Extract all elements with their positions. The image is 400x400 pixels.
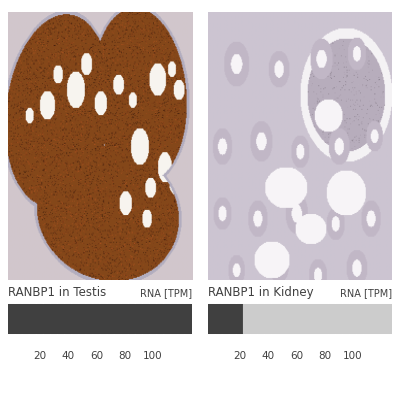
FancyBboxPatch shape: [278, 304, 286, 334]
FancyBboxPatch shape: [222, 304, 230, 334]
FancyBboxPatch shape: [170, 304, 178, 334]
FancyBboxPatch shape: [36, 304, 44, 334]
FancyBboxPatch shape: [121, 304, 129, 334]
Text: RANBP1 in Kidney: RANBP1 in Kidney: [208, 286, 314, 299]
FancyBboxPatch shape: [50, 304, 58, 334]
Text: 20: 20: [33, 351, 46, 361]
FancyBboxPatch shape: [307, 304, 315, 334]
Text: 20: 20: [233, 351, 246, 361]
FancyBboxPatch shape: [22, 304, 30, 334]
FancyBboxPatch shape: [64, 304, 72, 334]
FancyBboxPatch shape: [163, 304, 171, 334]
FancyBboxPatch shape: [349, 304, 357, 334]
Text: RANBP1 in Testis: RANBP1 in Testis: [8, 286, 106, 299]
Text: 40: 40: [62, 351, 75, 361]
FancyBboxPatch shape: [250, 304, 258, 334]
FancyBboxPatch shape: [128, 304, 136, 334]
FancyBboxPatch shape: [342, 304, 350, 334]
Text: RNA [TPM]: RNA [TPM]: [340, 288, 392, 298]
FancyBboxPatch shape: [215, 304, 223, 334]
FancyBboxPatch shape: [114, 304, 122, 334]
Text: 80: 80: [318, 351, 331, 361]
FancyBboxPatch shape: [236, 304, 244, 334]
FancyBboxPatch shape: [15, 304, 23, 334]
FancyBboxPatch shape: [156, 304, 164, 334]
FancyBboxPatch shape: [300, 304, 308, 334]
Text: 80: 80: [118, 351, 131, 361]
FancyBboxPatch shape: [377, 304, 385, 334]
Text: 60: 60: [290, 351, 303, 361]
FancyBboxPatch shape: [356, 304, 364, 334]
FancyBboxPatch shape: [229, 304, 237, 334]
FancyBboxPatch shape: [142, 304, 150, 334]
FancyBboxPatch shape: [135, 304, 143, 334]
FancyBboxPatch shape: [92, 304, 100, 334]
FancyBboxPatch shape: [57, 304, 65, 334]
FancyBboxPatch shape: [363, 304, 371, 334]
FancyBboxPatch shape: [285, 304, 293, 334]
FancyBboxPatch shape: [184, 304, 192, 334]
Text: 40: 40: [262, 351, 275, 361]
FancyBboxPatch shape: [208, 304, 216, 334]
FancyBboxPatch shape: [85, 304, 93, 334]
FancyBboxPatch shape: [8, 304, 16, 334]
FancyBboxPatch shape: [100, 304, 108, 334]
Text: 60: 60: [90, 351, 103, 361]
FancyBboxPatch shape: [335, 304, 343, 334]
FancyBboxPatch shape: [264, 304, 272, 334]
FancyBboxPatch shape: [78, 304, 86, 334]
FancyBboxPatch shape: [107, 304, 115, 334]
Text: 100: 100: [343, 351, 363, 361]
Text: 100: 100: [143, 351, 163, 361]
FancyBboxPatch shape: [257, 304, 265, 334]
FancyBboxPatch shape: [43, 304, 51, 334]
FancyBboxPatch shape: [314, 304, 322, 334]
FancyBboxPatch shape: [271, 304, 279, 334]
FancyBboxPatch shape: [177, 304, 185, 334]
FancyBboxPatch shape: [29, 304, 37, 334]
FancyBboxPatch shape: [292, 304, 300, 334]
FancyBboxPatch shape: [384, 304, 392, 334]
FancyBboxPatch shape: [321, 304, 329, 334]
FancyBboxPatch shape: [328, 304, 336, 334]
FancyBboxPatch shape: [370, 304, 378, 334]
Text: RNA [TPM]: RNA [TPM]: [140, 288, 192, 298]
FancyBboxPatch shape: [71, 304, 79, 334]
FancyBboxPatch shape: [243, 304, 251, 334]
FancyBboxPatch shape: [149, 304, 157, 334]
